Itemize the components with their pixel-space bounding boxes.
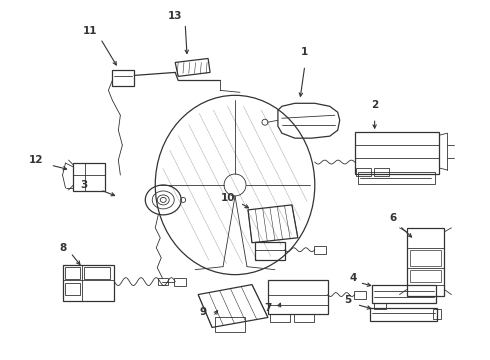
- Bar: [255, 242, 285, 260]
- Bar: [410, 270, 441, 282]
- Text: 7: 7: [264, 302, 271, 312]
- Bar: [215, 318, 245, 332]
- Text: 4: 4: [349, 273, 356, 283]
- Text: 3: 3: [80, 180, 87, 190]
- Text: 8: 8: [59, 243, 66, 253]
- Bar: [84, 267, 110, 279]
- Bar: [356, 168, 370, 176]
- Text: 13: 13: [168, 11, 182, 21]
- Bar: [354, 291, 366, 298]
- Text: 1: 1: [301, 48, 308, 58]
- Bar: [158, 278, 168, 285]
- Bar: [65, 267, 80, 279]
- Text: 2: 2: [371, 100, 378, 110]
- Bar: [314, 246, 326, 254]
- Text: 10: 10: [221, 193, 235, 203]
- Bar: [369, 307, 438, 321]
- Bar: [74, 163, 105, 191]
- Bar: [407, 228, 444, 296]
- Bar: [174, 278, 186, 285]
- Bar: [434, 310, 441, 319]
- Bar: [355, 132, 440, 174]
- Bar: [270, 315, 290, 323]
- Bar: [63, 265, 114, 301]
- Text: 5: 5: [344, 294, 351, 305]
- Bar: [65, 283, 80, 294]
- Bar: [374, 168, 389, 176]
- Bar: [374, 302, 386, 309]
- Bar: [268, 280, 328, 315]
- Text: 6: 6: [389, 213, 396, 223]
- Bar: [112, 71, 134, 86]
- Bar: [294, 315, 314, 323]
- Text: 12: 12: [28, 155, 43, 165]
- Text: 11: 11: [83, 26, 98, 36]
- Bar: [358, 172, 436, 184]
- Bar: [371, 285, 437, 302]
- Text: 9: 9: [199, 307, 207, 318]
- Bar: [410, 250, 441, 266]
